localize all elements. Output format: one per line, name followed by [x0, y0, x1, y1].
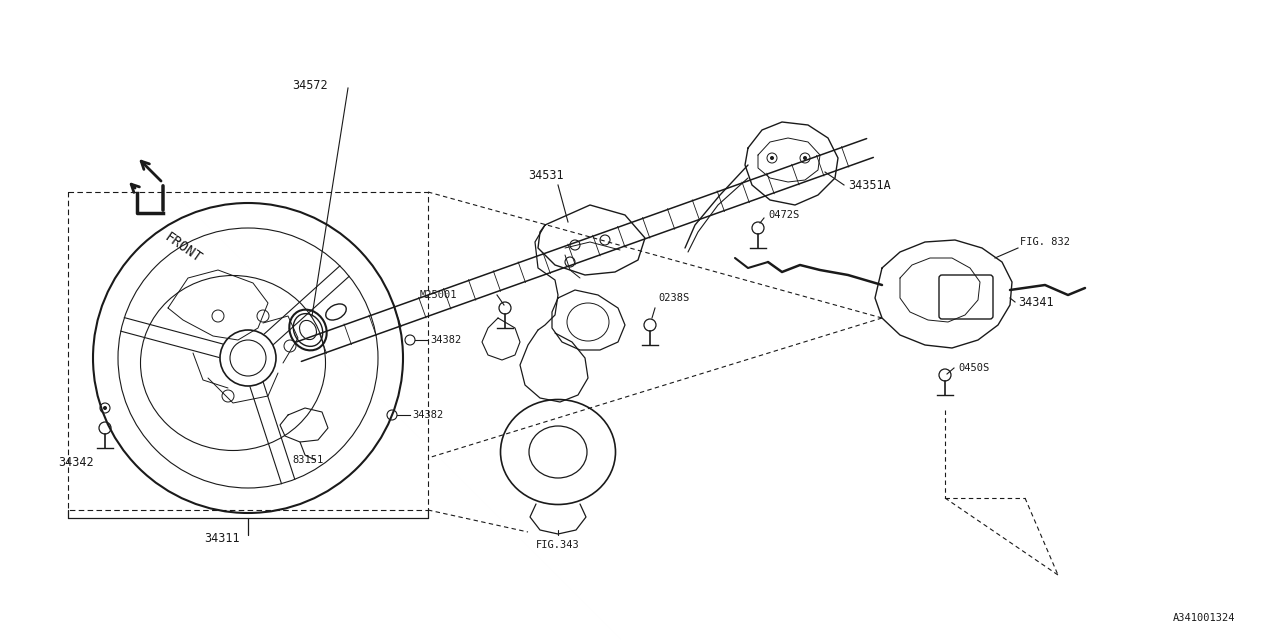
- Text: FIG.343: FIG.343: [536, 540, 580, 550]
- Text: 0450S: 0450S: [957, 363, 989, 373]
- Text: 34531: 34531: [529, 168, 563, 182]
- Text: 83151: 83151: [292, 455, 324, 465]
- Text: 34311: 34311: [205, 531, 239, 545]
- Text: FRONT: FRONT: [163, 230, 205, 266]
- Text: 34382: 34382: [430, 335, 461, 345]
- Text: 34342: 34342: [58, 456, 93, 468]
- Text: 34341: 34341: [1018, 296, 1053, 308]
- Text: A341001324: A341001324: [1172, 613, 1235, 623]
- Text: FIG. 832: FIG. 832: [1020, 237, 1070, 247]
- Text: 34572: 34572: [292, 79, 328, 92]
- Circle shape: [771, 156, 774, 160]
- Circle shape: [102, 406, 108, 410]
- Text: M25001: M25001: [420, 290, 457, 300]
- Text: 34351A: 34351A: [849, 179, 891, 191]
- Text: 34382: 34382: [412, 410, 443, 420]
- Circle shape: [803, 156, 806, 160]
- Text: 0472S: 0472S: [768, 210, 799, 220]
- Text: 0238S: 0238S: [658, 293, 689, 303]
